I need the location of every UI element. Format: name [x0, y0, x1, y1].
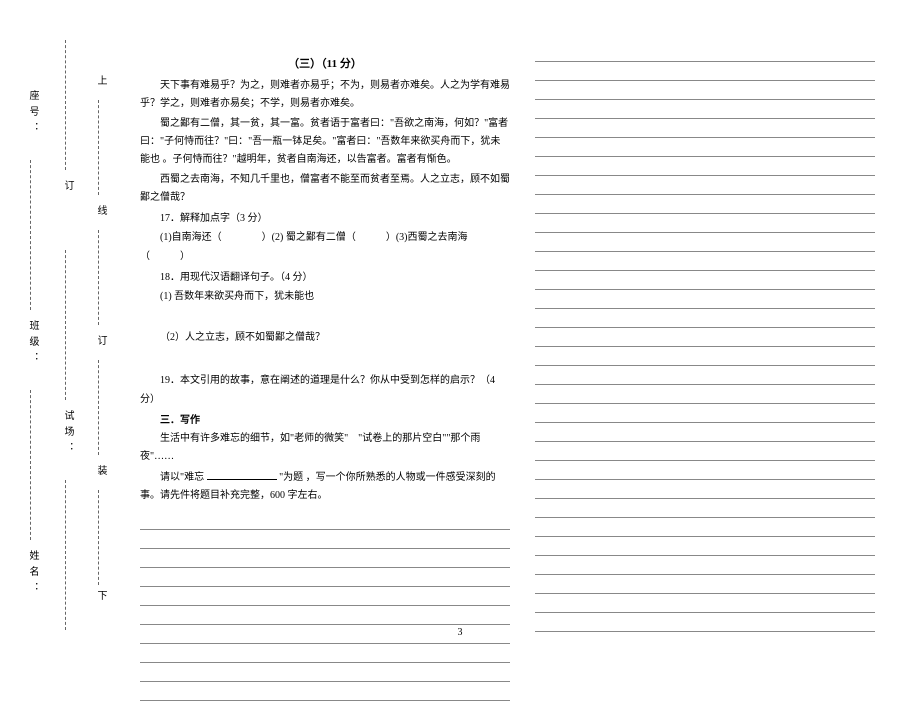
seal-dash-2 — [98, 360, 99, 455]
writing-line[interactable] — [140, 589, 510, 606]
writing-line[interactable] — [535, 254, 875, 271]
writing-line[interactable] — [140, 532, 510, 549]
seal-zhuang: 装 — [93, 465, 108, 481]
spacer-1 — [140, 306, 510, 328]
writing-line[interactable] — [535, 140, 875, 157]
binding-dash-5 — [65, 40, 66, 170]
writing-line[interactable] — [535, 292, 875, 309]
label-seat: 座号： — [25, 90, 40, 138]
seal-ding: 订 — [60, 180, 75, 196]
seal-xia: 下 — [93, 590, 108, 606]
binding-dash-3 — [65, 480, 66, 630]
binding-dash-4 — [65, 250, 66, 400]
writing-line[interactable] — [535, 216, 875, 233]
writing-line[interactable] — [140, 684, 510, 701]
writing-line[interactable] — [535, 273, 875, 290]
binding-margin: 姓名： 班级： 座号： 试场： 订 下 装 订 线 上 — [35, 0, 105, 650]
writing-line[interactable] — [535, 83, 875, 100]
writing-line[interactable] — [535, 444, 875, 461]
seal-dash-4 — [98, 100, 99, 195]
writing-line[interactable] — [535, 520, 875, 537]
q18-item1: (1) 吾数年来欲买舟而下，犹未能也 — [140, 287, 510, 306]
writing-line[interactable] — [535, 615, 875, 632]
label-name: 姓名： — [25, 550, 40, 598]
passage-p3: 西蜀之去南海，不知几千里也，僧富者不能至而贫者至焉。人之立志，顾不如蜀鄙之僧哉？ — [140, 171, 510, 207]
writing-line[interactable] — [535, 406, 875, 423]
writing-line[interactable] — [535, 64, 875, 81]
writing-line[interactable] — [535, 482, 875, 499]
writing-line[interactable] — [535, 311, 875, 328]
binding-dash-1 — [30, 390, 31, 540]
seal-shang: 上 — [93, 75, 108, 91]
writing-line[interactable] — [140, 646, 510, 663]
writing-line[interactable] — [535, 178, 875, 195]
writing-line[interactable] — [140, 551, 510, 568]
right-column — [535, 55, 875, 625]
seal-ding2: 订 — [93, 335, 108, 351]
label-exam: 试场： — [60, 410, 75, 458]
writing-intro: 生活中有许多难忘的细节，如"老师的微笑" "试卷上的那片空白""那个雨夜"…… — [140, 430, 510, 466]
writing-line[interactable] — [535, 197, 875, 214]
passage-p2: 蜀之鄙有二僧，其一贫，其一富。贫者语于富者曰："吾欲之南海，何如？"富者曰："子… — [140, 115, 510, 169]
writing-line[interactable] — [535, 159, 875, 176]
left-column: （三）（11 分） 天下事有难易乎？为之，则难者亦易乎；不为，则易者亦难矣。人之… — [140, 55, 510, 625]
q17-items: (1)自南海还（ ）(2) 蜀之鄙有二僧（ ）(3)西蜀之去南海（ ） — [140, 228, 510, 266]
writing-line[interactable] — [535, 463, 875, 480]
writing-prompt-pre: 请以"难忘 — [160, 472, 207, 483]
writing-line[interactable] — [140, 665, 510, 682]
writing-line[interactable] — [535, 102, 875, 119]
writing-line[interactable] — [535, 330, 875, 347]
writing-title: 三．写作 — [140, 411, 510, 430]
writing-lines-left — [140, 513, 510, 701]
writing-line[interactable] — [140, 570, 510, 587]
page-number: 3 — [458, 627, 463, 638]
writing-line[interactable] — [535, 596, 875, 613]
writing-line[interactable] — [535, 387, 875, 404]
q18-stem: 18．用现代汉语翻译句子。（4 分） — [140, 268, 510, 287]
writing-prompt: 请以"难忘 "为题 ，写一个你所熟悉的人物或一件感受深刻的事。请先件将题目补充完… — [140, 468, 510, 505]
seal-dash-1 — [98, 490, 99, 585]
writing-line[interactable] — [535, 368, 875, 385]
q17-stem: 17．解释加点字（3 分） — [140, 209, 510, 228]
writing-line[interactable] — [535, 121, 875, 138]
q18-item2: （2）人之立志，顾不如蜀鄙之僧哉？ — [140, 328, 510, 347]
spacer-2 — [140, 347, 510, 369]
writing-line[interactable] — [535, 501, 875, 518]
writing-line[interactable] — [535, 539, 875, 556]
seal-dash-3 — [98, 230, 99, 325]
section-3-title: （三）（11 分） — [140, 55, 510, 71]
seal-xian: 线 — [93, 205, 108, 221]
writing-line[interactable] — [535, 558, 875, 575]
page-content: （三）（11 分） 天下事有难易乎？为之，则难者亦易乎；不为，则易者亦难矣。人之… — [140, 55, 875, 625]
writing-line[interactable] — [140, 627, 510, 644]
label-class: 班级： — [25, 320, 40, 368]
writing-line[interactable] — [535, 45, 875, 62]
writing-blank[interactable] — [207, 468, 277, 480]
writing-lines-right — [535, 45, 875, 632]
writing-line[interactable] — [535, 235, 875, 252]
writing-line[interactable] — [140, 608, 510, 625]
writing-line[interactable] — [140, 513, 510, 530]
q19: 19．本文引用的故事，意在阐述的道理是什么？你从中受到怎样的启示？（4 分） — [140, 371, 510, 409]
writing-line[interactable] — [535, 349, 875, 366]
passage-p1: 天下事有难易乎？为之，则难者亦易乎；不为，则易者亦难矣。人之为学有难易乎？学之，… — [140, 77, 510, 113]
writing-line[interactable] — [535, 425, 875, 442]
binding-dash-2 — [30, 160, 31, 310]
writing-line[interactable] — [535, 577, 875, 594]
